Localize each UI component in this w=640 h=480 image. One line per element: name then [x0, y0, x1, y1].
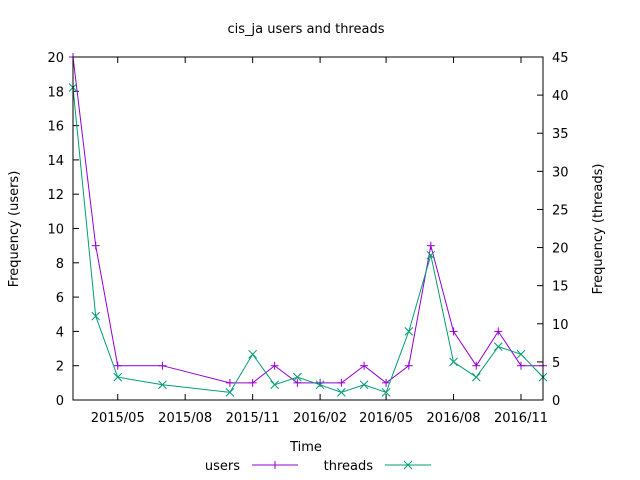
data-point-threads: [293, 372, 302, 382]
legend-marker-threads: [403, 460, 413, 470]
x-tick-label: 2015/05: [91, 411, 145, 426]
data-point-users: [91, 241, 100, 250]
y-right-tick-label: 0: [552, 394, 560, 409]
x-tick-label: 2016/08: [427, 411, 481, 426]
data-point-users: [426, 241, 435, 250]
legend-label-threads: threads: [324, 459, 374, 474]
data-point-users: [293, 378, 302, 387]
y-right-tick-label: 45: [552, 51, 569, 66]
data-point-threads: [270, 380, 279, 390]
y-right-tick-label: 10: [552, 318, 569, 333]
data-point-users: [404, 361, 413, 370]
data-point-threads: [426, 250, 436, 260]
x-tick-label: 2016/05: [359, 411, 413, 426]
data-point-threads: [381, 388, 391, 397]
data-point-threads: [225, 388, 235, 397]
series-line-threads: [72, 87, 544, 394]
x-tick-label: 2015/08: [158, 411, 212, 426]
y-left-tick-label: 20: [47, 51, 64, 66]
y-right-tick-label: 20: [552, 242, 569, 257]
y-right-tick-label: 30: [552, 165, 569, 180]
legend-label-users: users: [205, 459, 240, 474]
data-point-users: [225, 378, 234, 387]
data-point-threads: [359, 380, 369, 390]
data-point-users: [113, 361, 122, 370]
data-point-users: [158, 361, 167, 370]
y-axis-right-title: Frequency (threads): [591, 164, 606, 295]
x-tick-label: 2015/11: [226, 411, 280, 426]
data-point-users: [337, 378, 346, 387]
y-left-tick-label: 6: [56, 291, 64, 306]
y-left-tick-label: 10: [47, 223, 64, 238]
data-point-users: [270, 361, 279, 370]
data-point-users: [517, 361, 526, 370]
y-left-tick-label: 4: [56, 325, 64, 340]
data-point-threads: [113, 372, 123, 382]
y-right-tick-label: 5: [552, 356, 560, 371]
y-right-tick-label: 40: [552, 89, 569, 104]
series-line-users: [72, 56, 543, 384]
y-right-tick-label: 25: [552, 203, 569, 218]
y-left-tick-label: 2: [56, 360, 64, 375]
data-point-users: [449, 327, 458, 336]
y-left-tick-label: 8: [56, 257, 64, 272]
y-left-tick-label: 18: [47, 85, 64, 100]
plot-frame: [72, 56, 544, 401]
y-left-tick-label: 12: [47, 188, 64, 203]
data-point-threads: [404, 327, 414, 336]
data-point-users: [494, 327, 503, 336]
data-point-threads: [493, 342, 503, 351]
data-point-users: [360, 361, 369, 370]
legend-marker-users: [271, 461, 279, 469]
y-axis-left-title: Frequency (users): [7, 171, 22, 288]
data-point-users: [248, 378, 257, 387]
chart-title: cis_ja users and threads: [228, 22, 385, 37]
data-point-threads: [158, 380, 167, 390]
data-point-threads: [449, 357, 458, 367]
data-point-threads: [471, 372, 481, 382]
data-point-threads: [315, 380, 325, 390]
x-axis-title: Time: [289, 440, 322, 455]
ticks-layer: 0 2 4 6 8 10 12 14 16 18 20 0 5 10 15 20 25 30 35 40 45 2015/…: [47, 51, 568, 426]
data-point-users: [382, 378, 391, 387]
data-point-threads: [91, 311, 101, 321]
x-tick-label: 2016/02: [293, 411, 347, 426]
y-left-tick-label: 0: [56, 394, 64, 409]
legend: users threads: [205, 459, 431, 474]
data-point-threads: [516, 349, 526, 359]
data-point-threads: [337, 388, 346, 397]
y-right-tick-label: 15: [552, 280, 569, 295]
data-point-threads: [248, 349, 257, 359]
y-left-tick-label: 14: [47, 154, 64, 169]
data-point-users: [316, 378, 325, 387]
series-layer: [68, 53, 548, 397]
y-right-tick-label: 35: [552, 127, 569, 142]
x-tick-label: 2016/11: [494, 411, 548, 426]
data-point-users: [472, 361, 481, 370]
y-left-tick-label: 16: [47, 120, 64, 135]
